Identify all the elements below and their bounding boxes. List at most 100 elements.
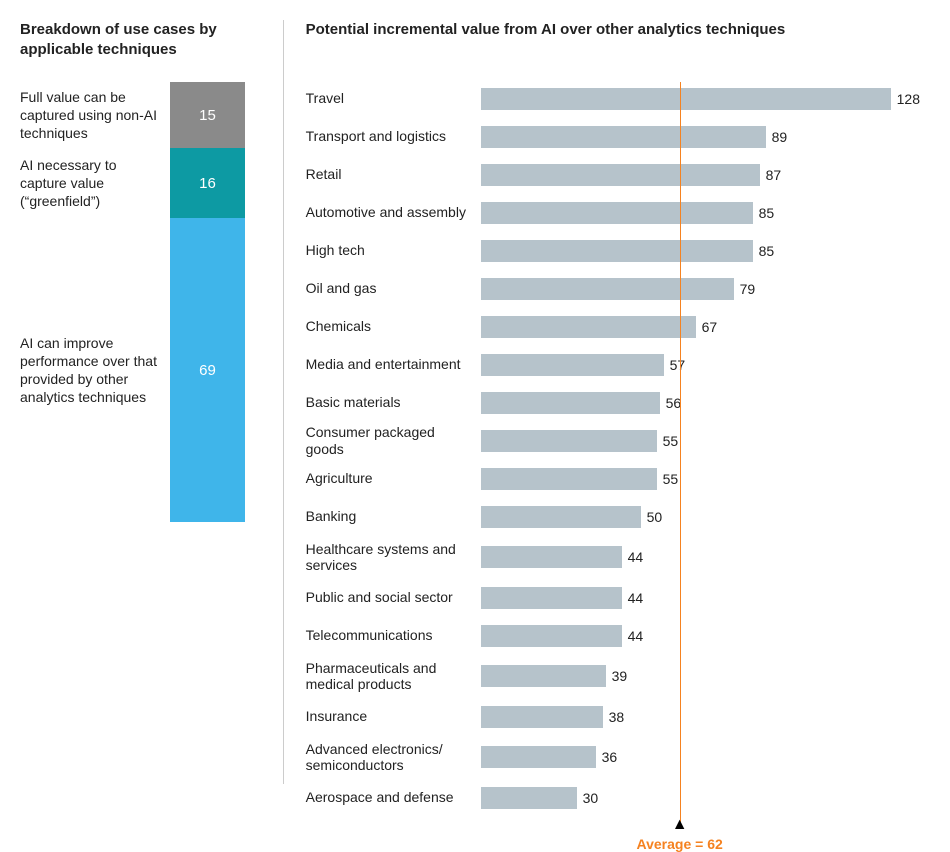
- average-line: [680, 82, 681, 822]
- stacked-bar-chart: Full value can be captured using non-AI …: [20, 82, 265, 522]
- bar-wrap: 67: [481, 310, 920, 343]
- bar-wrap: 39: [481, 657, 920, 695]
- stack-segment-row: AI can improve performance over that pro…: [20, 218, 265, 522]
- bar-label: Basic materials: [306, 394, 481, 410]
- bar-row: Chemicals 67: [306, 310, 920, 343]
- bar-rect: [481, 746, 596, 768]
- bar-row: Banking 50: [306, 500, 920, 533]
- stack-segment-bar: 16: [170, 148, 245, 218]
- stack-segment-row: Full value can be captured using non-AI …: [20, 82, 265, 148]
- bar-row: Oil and gas79: [306, 272, 920, 305]
- bar-rect: [481, 546, 622, 568]
- stack-segment-value: 15: [199, 107, 216, 124]
- bar-value: 36: [602, 749, 618, 765]
- bar-label: Media and entertainment: [306, 356, 481, 372]
- bar-value: 85: [759, 243, 775, 259]
- bar-rect: [481, 787, 577, 809]
- right-chart-title: Potential incremental value from AI over…: [306, 20, 920, 60]
- bar-wrap: 85: [481, 234, 920, 267]
- bar-label: Oil and gas: [306, 280, 481, 296]
- left-chart-title: Breakdown of use cases by applicable tec…: [20, 20, 265, 60]
- bar-label: Transport and logistics: [306, 128, 481, 144]
- stack-segment-label: Full value can be captured using non-AI …: [20, 88, 170, 143]
- right-column: Potential incremental value from AI over…: [284, 20, 920, 784]
- bar-rect: [481, 392, 660, 414]
- bar-wrap: 57: [481, 348, 920, 381]
- bar-label: High tech: [306, 242, 481, 258]
- bar-row: Telecommunications 44: [306, 619, 920, 652]
- bar-label: Automotive and assembly: [306, 204, 481, 220]
- bar-label: Public and social sector: [306, 589, 481, 605]
- bar-wrap: 89: [481, 120, 920, 153]
- bar-wrap: 85: [481, 196, 920, 229]
- left-column: Breakdown of use cases by applicable tec…: [20, 20, 284, 784]
- bar-value: 55: [663, 433, 679, 449]
- bar-row: Media and entertainment 57: [306, 348, 920, 381]
- stack-segment-label: AI necessary to capture value (“greenfie…: [20, 156, 170, 211]
- bar-wrap: 87: [481, 158, 920, 191]
- bar-rect: [481, 316, 696, 338]
- stack-segment-value: 69: [199, 362, 216, 379]
- bar-row: Travel 128: [306, 82, 920, 115]
- bar-label: Insurance: [306, 708, 481, 724]
- bar-rect: [481, 468, 657, 490]
- bar-row: Pharmaceuticals and medical products 39: [306, 657, 920, 695]
- bar-row: Advanced electronics/ semiconductors 36: [306, 738, 920, 776]
- bar-row: High tech 85: [306, 234, 920, 267]
- bar-label: Advanced electronics/ semiconductors: [306, 741, 481, 773]
- bar-value: 87: [766, 167, 782, 183]
- bar-value: 55: [663, 471, 679, 487]
- bar-label: Chemicals: [306, 318, 481, 334]
- stack-segment-value: 16: [199, 175, 216, 192]
- bar-value: 44: [628, 628, 644, 644]
- bar-label: Telecommunications: [306, 627, 481, 643]
- bar-label: Consumer packaged goods: [306, 424, 481, 456]
- bar-rect: [481, 706, 603, 728]
- bar-value: 30: [583, 790, 599, 806]
- bar-rect: [481, 665, 606, 687]
- bar-wrap: 50: [481, 500, 920, 533]
- bar-wrap: 44: [481, 581, 920, 614]
- bar-rect: [481, 587, 622, 609]
- bar-row: Aerospace and defense 30: [306, 781, 920, 814]
- bar-wrap: 38: [481, 700, 920, 733]
- bar-label: Pharmaceuticals and medical products: [306, 660, 481, 692]
- bar-wrap: 36: [481, 738, 920, 776]
- stack-segment-row: AI necessary to capture value (“greenfie…: [20, 148, 265, 218]
- bar-value: 128: [897, 91, 920, 107]
- bar-row: Healthcare systems and services 44: [306, 538, 920, 576]
- bar-value: 44: [628, 549, 644, 565]
- bar-label: Healthcare systems and services: [306, 541, 481, 573]
- bar-wrap: 30: [481, 781, 920, 814]
- bar-value: 57: [670, 357, 686, 373]
- bar-wrap: 44: [481, 538, 920, 576]
- bar-label: Travel: [306, 90, 481, 106]
- bar-value: 67: [702, 319, 718, 335]
- bar-rect: [481, 278, 734, 300]
- bar-wrap: 56: [481, 386, 920, 419]
- bar-wrap: 55: [481, 424, 920, 457]
- bar-rect: [481, 202, 753, 224]
- bar-value: 38: [609, 709, 625, 725]
- bar-rect: [481, 164, 760, 186]
- bar-row: Agriculture55: [306, 462, 920, 495]
- average-label: Average = 62: [637, 836, 723, 852]
- bar-label: Banking: [306, 508, 481, 524]
- average-marker-icon: ▲: [672, 816, 688, 834]
- bar-row: Retail87: [306, 158, 920, 191]
- bar-row: Public and social sector 44: [306, 581, 920, 614]
- stack-segment-bar: 69: [170, 218, 245, 522]
- bar-rect: [481, 240, 753, 262]
- bar-value: 85: [759, 205, 775, 221]
- bar-value: 44: [628, 590, 644, 606]
- bar-label: Aerospace and defense: [306, 789, 481, 805]
- bar-rect: [481, 506, 641, 528]
- bar-rect: [481, 354, 664, 376]
- bar-row: Consumer packaged goods 55: [306, 424, 920, 457]
- bar-rect: [481, 126, 766, 148]
- bar-row: Transport and logistics89: [306, 120, 920, 153]
- bar-wrap: 128: [481, 82, 920, 115]
- bar-value: 39: [612, 668, 628, 684]
- bar-rect: [481, 625, 622, 647]
- bar-value: 50: [647, 509, 663, 525]
